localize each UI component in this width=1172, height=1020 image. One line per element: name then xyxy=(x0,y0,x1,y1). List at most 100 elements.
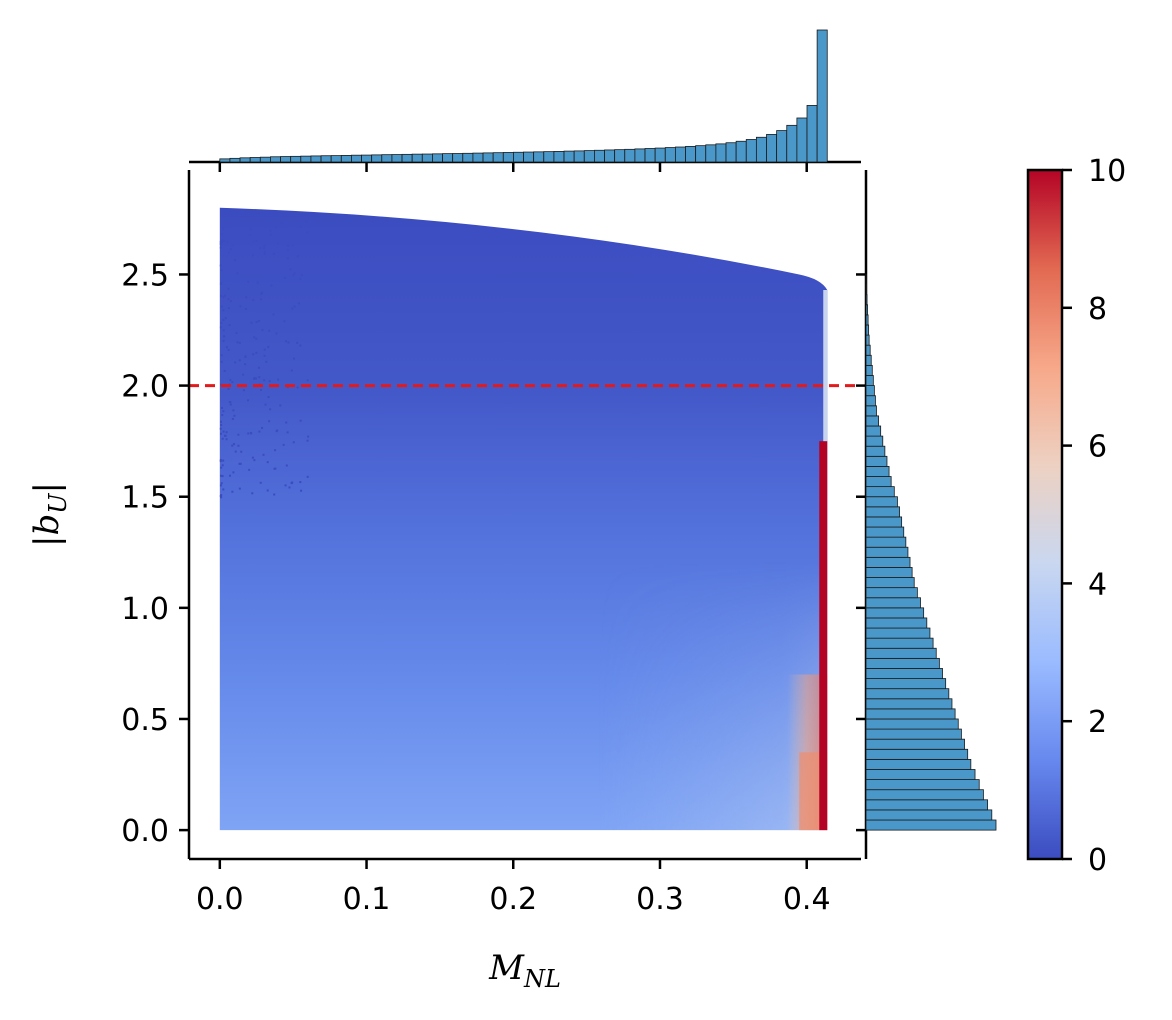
heatmap-point xyxy=(229,403,232,406)
marginal-x-bar xyxy=(776,130,788,163)
heatmap-point xyxy=(251,492,254,495)
marginal-x-bar xyxy=(482,152,494,163)
marginal-x-bar xyxy=(614,149,626,163)
heatmap-point xyxy=(299,481,302,484)
heatmap-point xyxy=(222,227,225,230)
heatmap-point xyxy=(293,272,296,275)
heatmap-point xyxy=(270,284,273,287)
heatmap-point xyxy=(228,324,231,327)
heatmap-point xyxy=(269,229,272,232)
heatmap-point xyxy=(248,468,251,471)
marginal-x-bar xyxy=(280,156,292,163)
heatmap-point xyxy=(286,431,289,434)
heatmap-point xyxy=(253,376,256,379)
heatmap-point xyxy=(290,369,293,372)
marginal-y-bar xyxy=(865,415,879,427)
heatmap-point xyxy=(219,243,222,246)
heatmap-point xyxy=(244,307,247,310)
heatmap-point xyxy=(263,250,266,253)
marginal-y-bar xyxy=(865,637,934,649)
marginal-y-bar xyxy=(865,546,909,558)
heatmap-point xyxy=(258,376,261,379)
heatmap-point xyxy=(259,247,262,250)
marginal-y-bar xyxy=(865,577,915,589)
marginal-y-bar xyxy=(865,779,980,791)
heatmap-point xyxy=(266,461,269,464)
heatmap-point xyxy=(221,464,224,467)
heatmap-point xyxy=(262,453,265,456)
marginal-x-bar xyxy=(654,147,666,163)
marginal-x-bar xyxy=(583,150,595,163)
heatmap-point xyxy=(249,228,252,231)
marginal-x-bar xyxy=(320,155,332,163)
marginal-y-bar xyxy=(865,698,953,710)
marginal-x-bar xyxy=(553,151,565,163)
heatmap-point xyxy=(269,233,272,236)
marginal-x-histogram xyxy=(219,29,828,163)
marginal-y-bar xyxy=(865,597,921,609)
x-axis-label: MNL xyxy=(488,948,561,993)
heatmap-point xyxy=(282,443,285,446)
heatmap-point xyxy=(221,414,224,417)
heatmap-point xyxy=(244,355,247,358)
heatmap-point xyxy=(300,274,303,277)
heatmap-point xyxy=(255,320,258,323)
marginal-x-bar xyxy=(685,145,697,163)
heatmap-point xyxy=(252,240,255,243)
heatmap-point xyxy=(291,244,294,247)
marginal-y-bar xyxy=(865,647,937,659)
marginal-y-bar xyxy=(865,425,882,437)
heatmap-point xyxy=(225,346,228,349)
heatmap-point xyxy=(300,489,303,492)
heatmap-point xyxy=(233,414,236,417)
heatmap-point xyxy=(235,331,238,334)
heatmap-point xyxy=(222,488,225,491)
heatmap-point xyxy=(275,430,278,433)
heatmap-point xyxy=(238,359,241,362)
heatmap-point xyxy=(285,464,288,467)
heatmap-point xyxy=(245,296,248,299)
heatmap-point xyxy=(220,354,223,357)
heatmap-point xyxy=(289,268,292,271)
heatmap-point xyxy=(239,462,242,465)
y-tick-label: 0.0 xyxy=(121,814,169,849)
heatmap-point xyxy=(252,353,255,356)
heatmap-point xyxy=(261,329,264,332)
marginal-x-bar xyxy=(745,139,757,163)
heatmap-point xyxy=(253,459,256,462)
main-axes: 0.0 0.1 0.2 0.3 0.4 0.0 0.5 1.0 1.5 2.0 2.5 MNL |… xyxy=(27,160,868,993)
heatmap-point xyxy=(274,467,277,470)
heatmap-point xyxy=(256,281,259,284)
heatmap-point xyxy=(222,309,225,312)
colorbar-gradient-bar xyxy=(1026,168,1064,861)
heatmap-point xyxy=(247,399,250,402)
marginal-x-bar xyxy=(249,157,261,163)
heatmap-point xyxy=(250,321,253,324)
heatmap-point xyxy=(268,380,271,383)
heatmap-point xyxy=(220,360,223,363)
heatmap-point xyxy=(306,475,309,478)
heatmap-point xyxy=(219,495,222,498)
heatmap-point xyxy=(238,487,241,490)
marginal-x-bar xyxy=(462,152,474,163)
heatmap-point xyxy=(297,302,300,305)
marginal-x-bar xyxy=(695,145,707,163)
marginal-y-bar xyxy=(865,344,871,356)
heatmap-point xyxy=(306,231,309,234)
heatmap-point xyxy=(306,439,309,442)
heatmap-point xyxy=(263,252,266,255)
heatmap-point xyxy=(267,345,270,348)
heatmap-point xyxy=(234,450,237,453)
marginal-y-bar xyxy=(865,496,898,508)
heatmap-point xyxy=(238,462,241,465)
marginal-y-bar xyxy=(865,627,931,639)
heatmap-point xyxy=(250,432,253,435)
marginal-x-bar xyxy=(452,153,464,163)
heatmap-point xyxy=(255,337,258,340)
marginal-y-bar xyxy=(865,587,918,599)
marginal-x-bar xyxy=(239,157,251,163)
heatmap-point xyxy=(237,444,240,447)
heatmap-point xyxy=(234,259,237,262)
marginal-x-bar xyxy=(715,143,727,163)
marginal-x-bar xyxy=(523,151,535,163)
